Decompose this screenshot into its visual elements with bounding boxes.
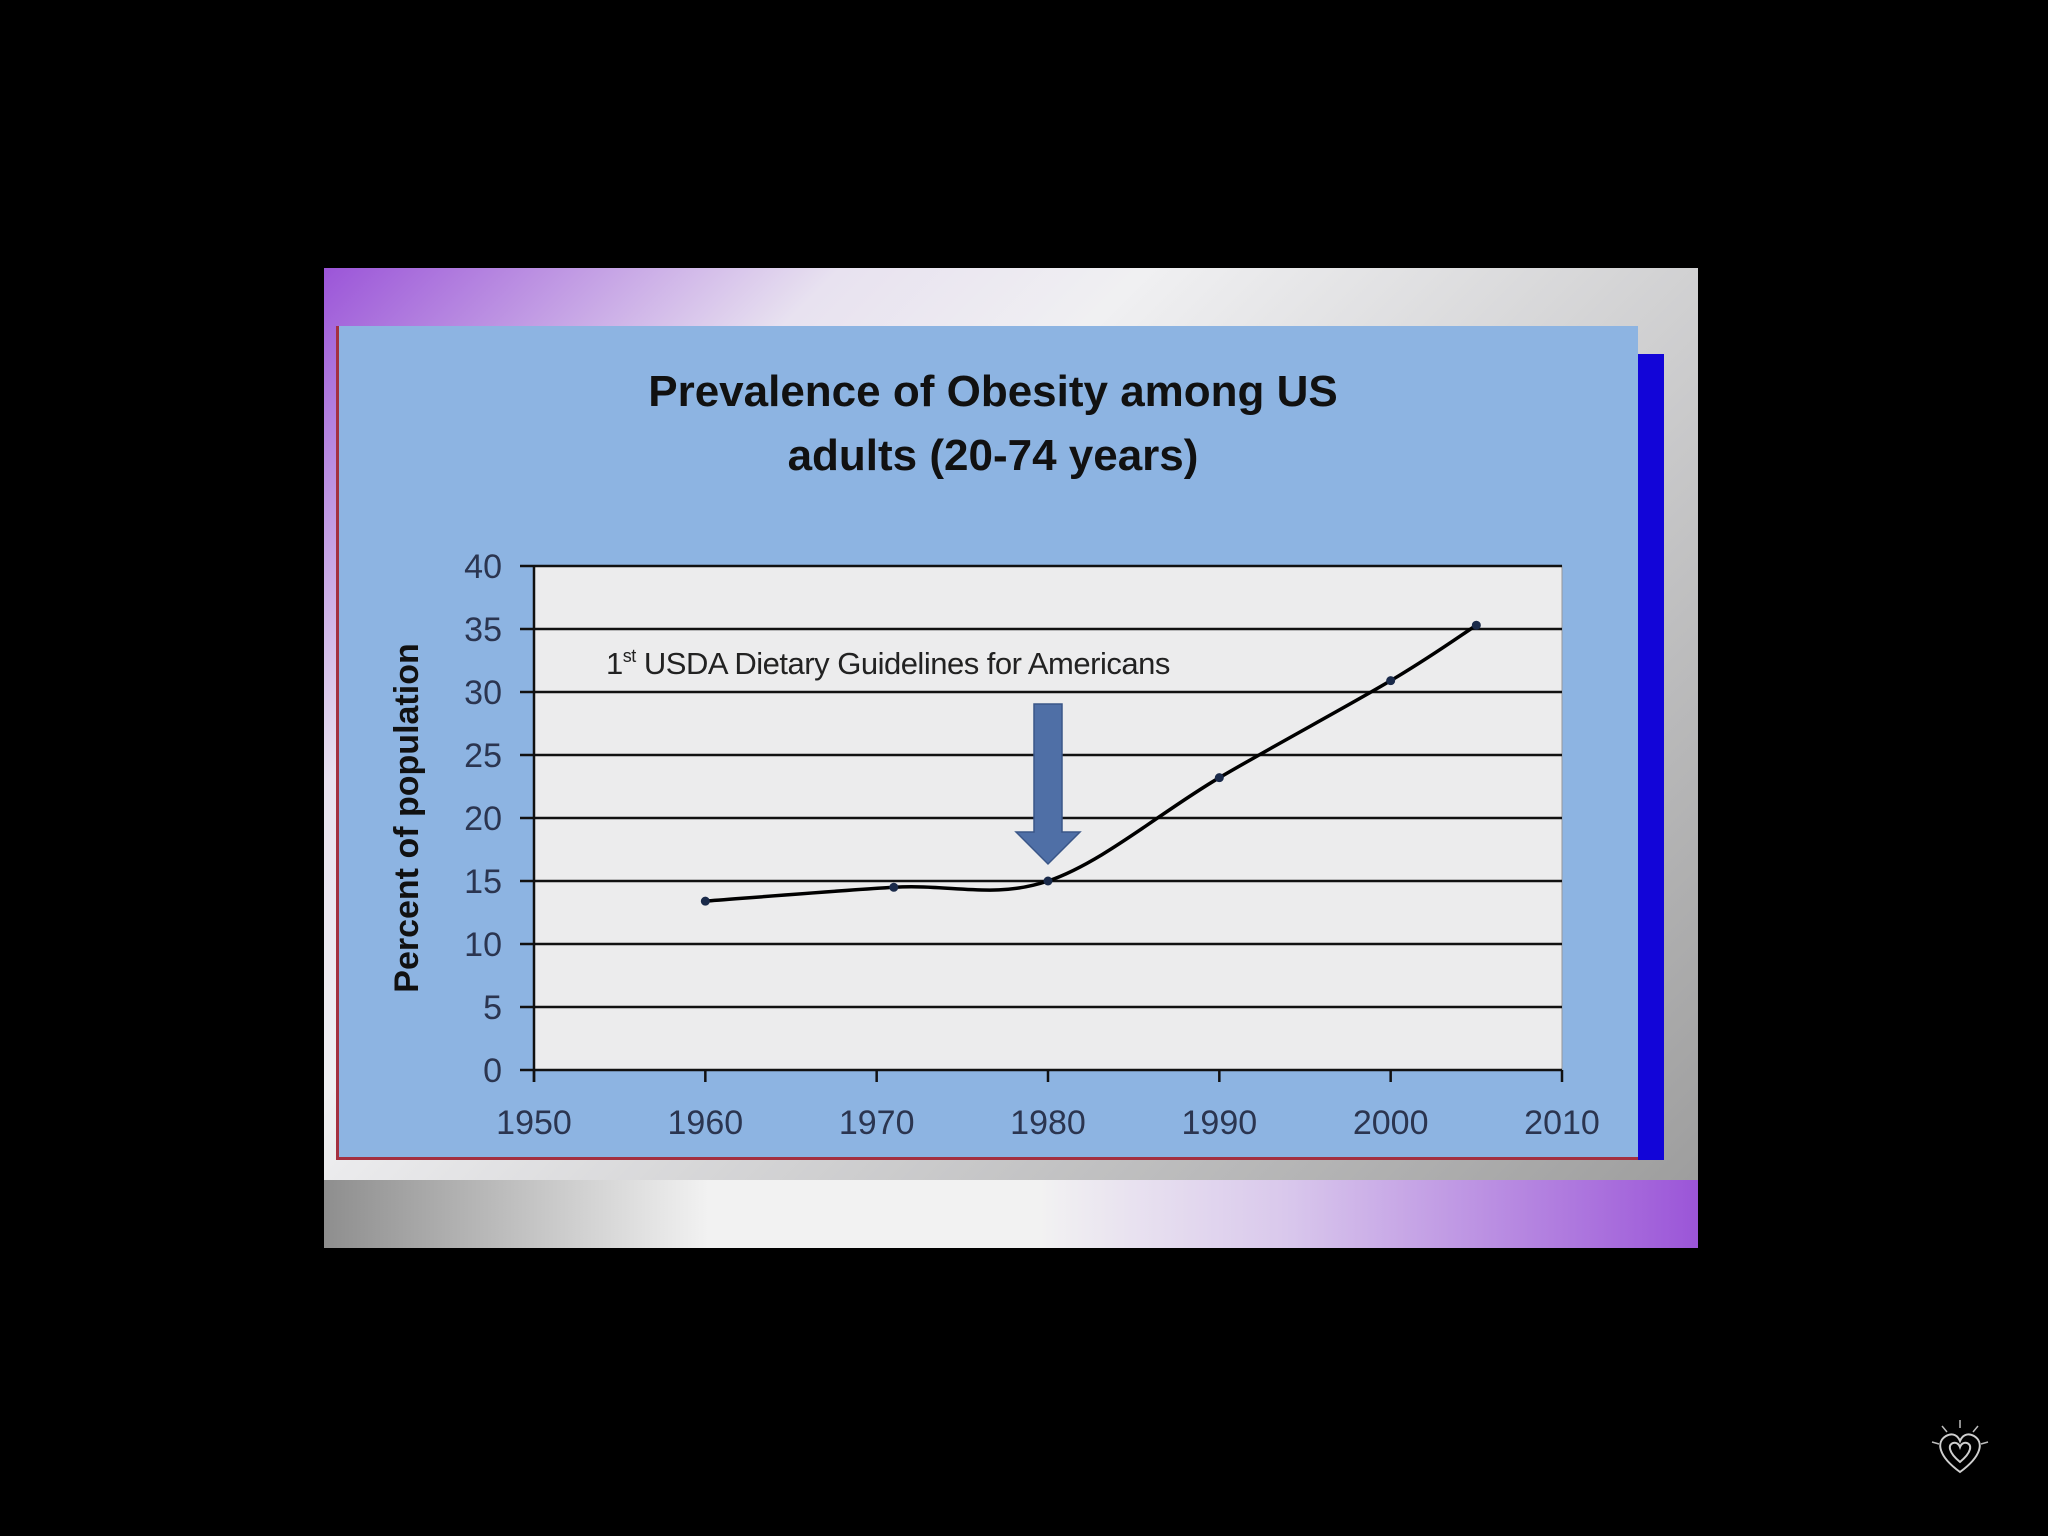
data-point <box>1043 876 1053 886</box>
heart-sunburst-icon <box>1931 1420 1989 1474</box>
chart-title-line-1: Prevalence of Obesity among US <box>648 367 1338 416</box>
x-tick-label: 2000 <box>1353 1104 1429 1142</box>
slide-right-accent <box>1638 354 1664 1160</box>
data-point <box>889 882 899 892</box>
x-tick-label: 2010 <box>1524 1104 1600 1142</box>
chart-title-line-2: adults (20-74 years) <box>788 431 1199 480</box>
y-tick-label: 25 <box>464 737 502 775</box>
data-point <box>1214 773 1224 783</box>
data-point <box>1471 620 1481 630</box>
data-point <box>1386 676 1396 686</box>
y-tick-label: 15 <box>464 863 502 901</box>
x-tick-label: 1980 <box>1010 1104 1086 1142</box>
x-tick-label: 1970 <box>839 1104 915 1142</box>
y-tick-label: 20 <box>464 800 502 838</box>
x-tick-label: 1950 <box>496 1104 572 1142</box>
y-tick-label: 40 <box>464 548 502 586</box>
y-tick-label: 5 <box>483 989 502 1027</box>
data-point <box>700 896 710 906</box>
slide-bottom-bar <box>324 1180 1698 1248</box>
y-tick-label: 35 <box>464 611 502 649</box>
y-tick-label: 30 <box>464 674 502 712</box>
guideline-arrow-icon <box>1014 703 1082 866</box>
x-tick-label: 1990 <box>1182 1104 1258 1142</box>
x-tick-label: 1960 <box>668 1104 744 1142</box>
y-tick-label: 0 <box>483 1052 502 1090</box>
annotation-text: 1st USDA Dietary Guidelines for American… <box>606 646 1170 681</box>
y-tick-label: 10 <box>464 926 502 964</box>
y-axis-label: Percent of population <box>388 643 426 992</box>
